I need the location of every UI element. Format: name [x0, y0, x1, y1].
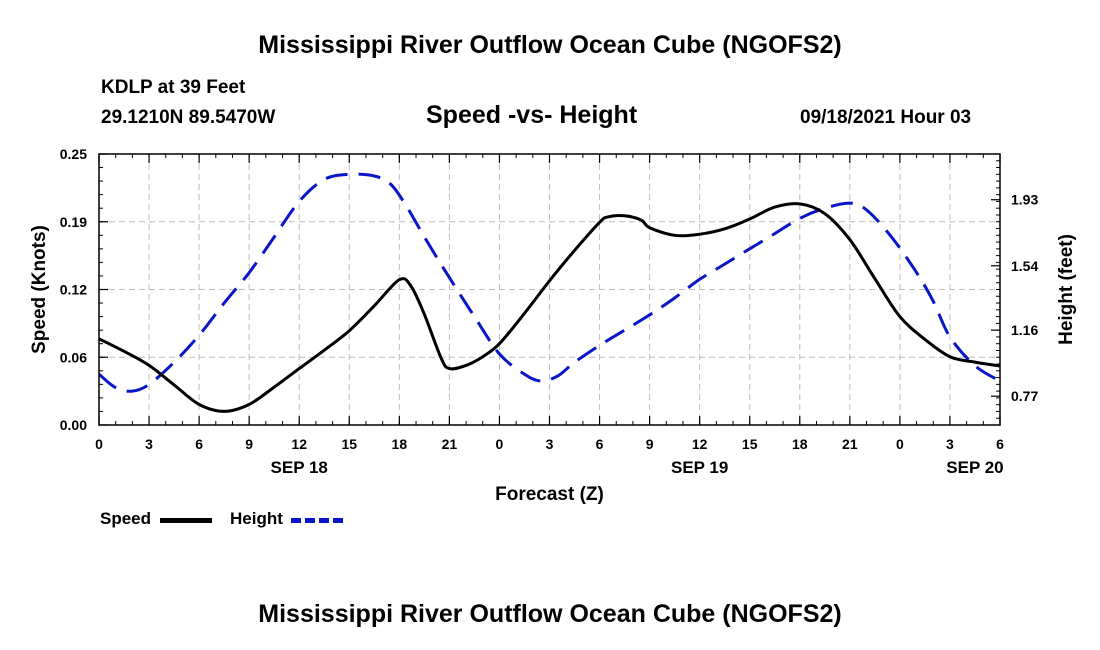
y2-axis-title: Height (feet): [1056, 234, 1077, 345]
y-tick-label: 0.06: [60, 349, 87, 365]
x-tick-label: 0: [496, 436, 504, 452]
x-tick-label: 21: [842, 436, 858, 452]
chart-title: Mississippi River Outflow Ocean Cube (NG…: [258, 31, 842, 59]
x-date-label: SEP 20: [946, 458, 1003, 477]
y-tick-label: 0.12: [60, 282, 87, 298]
x-tick-label: 6: [996, 436, 1004, 452]
forecast-datetime: 09/18/2021 Hour 03: [800, 107, 972, 128]
x-tick-label: 0: [95, 436, 103, 452]
plot-frame: [98, 153, 1001, 426]
series-line-speed: [99, 202, 1000, 413]
x-tick-label: 15: [341, 436, 357, 452]
x-tick-label: 9: [245, 436, 253, 452]
x-tick-label: 3: [145, 436, 153, 452]
footer-title: Mississippi River Outflow Ocean Cube (NG…: [258, 600, 842, 628]
x-axis-title: Forecast (Z): [495, 484, 604, 505]
legend-height-label: Height: [230, 509, 283, 528]
legend-height-swatch: [291, 518, 343, 523]
y2-tick-label: 1.54: [1011, 258, 1038, 274]
y2-tick-label: 1.93: [1011, 192, 1038, 208]
x-tick-label: 15: [742, 436, 758, 452]
x-tick-label: 21: [442, 436, 458, 452]
station-coordinates: 29.1210N 89.5470W: [101, 107, 276, 128]
chart-subtitle: Speed -vs- Height: [426, 101, 638, 129]
x-date-label: SEP 19: [671, 458, 728, 477]
x-tick-label: 18: [392, 436, 408, 452]
x-tick-label: 18: [792, 436, 808, 452]
x-tick-label: 12: [692, 436, 708, 452]
x-tick-label: 6: [195, 436, 203, 452]
y2-tick-label: 0.77: [1011, 388, 1038, 404]
x-tick-label: 6: [596, 436, 604, 452]
y-axis-title: Speed (Knots): [29, 225, 50, 354]
y2-tick-label: 1.16: [1011, 322, 1038, 338]
x-tick-label: 3: [946, 436, 954, 452]
legend-speed-swatch: [160, 518, 212, 523]
station-label: KDLP at 39 Feet: [101, 77, 246, 98]
x-tick-label: 0: [896, 436, 904, 452]
x-tick-label: 3: [546, 436, 554, 452]
y-tick-label: 0.25: [60, 146, 87, 162]
legend-speed-label: Speed: [100, 509, 152, 528]
x-tick-label: 12: [291, 436, 307, 452]
x-date-label: SEP 18: [271, 458, 328, 477]
y-tick-label: 0.19: [60, 214, 87, 230]
y-tick-label: 0.00: [60, 417, 87, 433]
x-tick-label: 9: [646, 436, 654, 452]
